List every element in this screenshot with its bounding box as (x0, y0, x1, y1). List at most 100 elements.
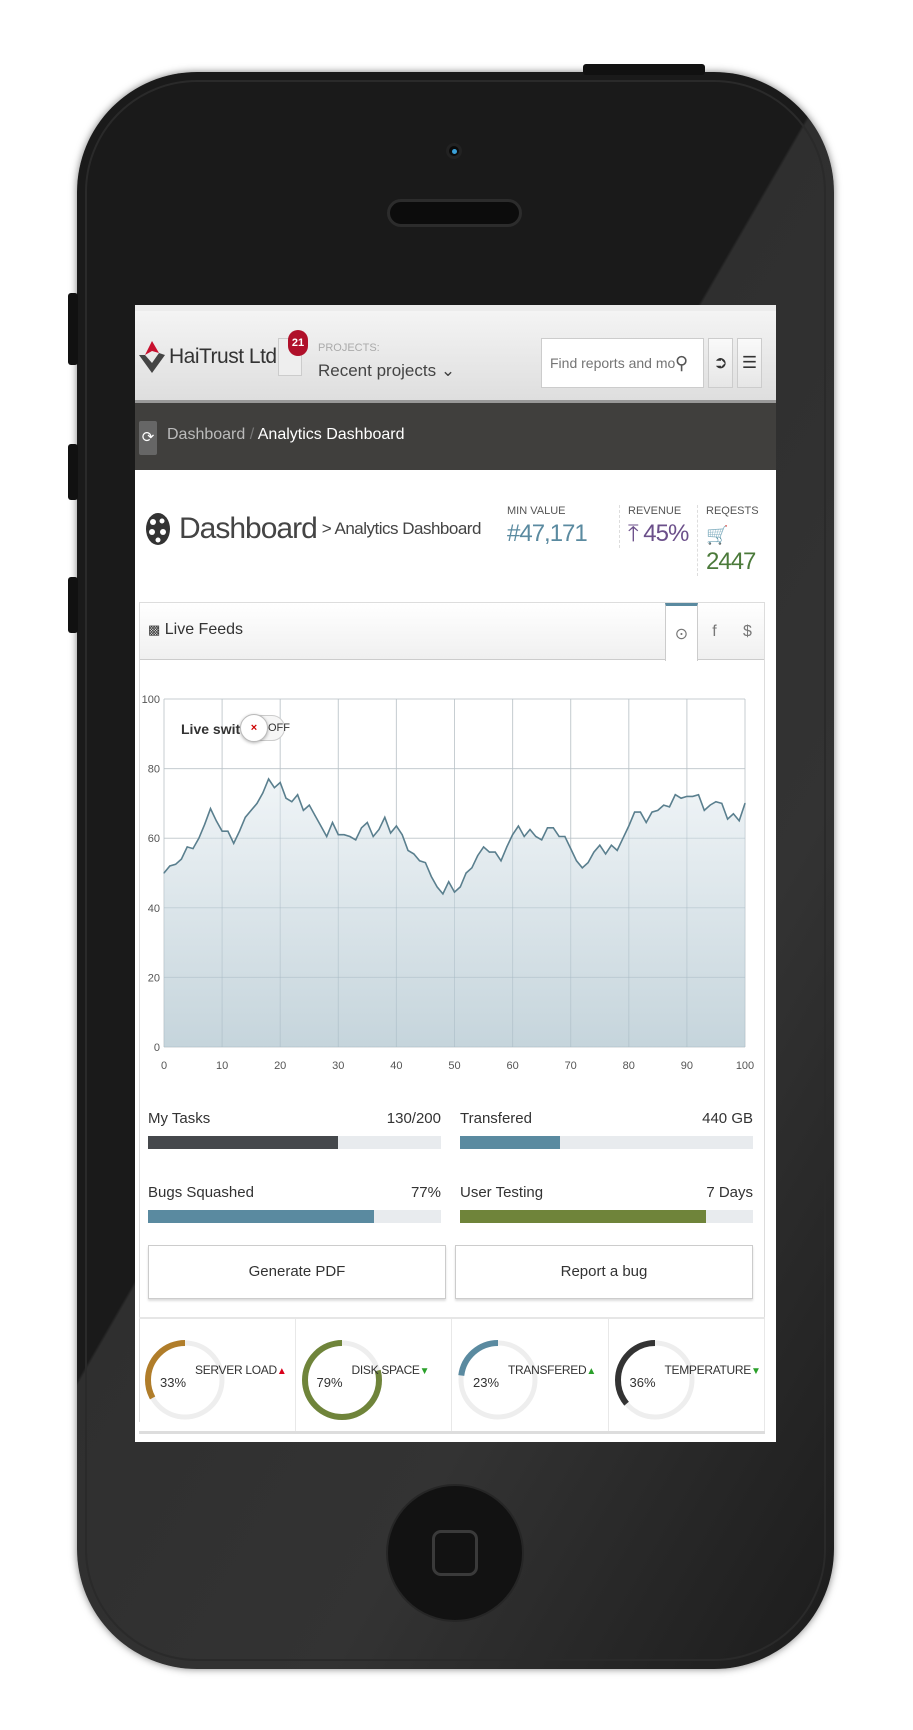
data-point (738, 820, 740, 822)
data-point (395, 825, 397, 827)
data-point (343, 834, 345, 836)
progress-value: 440 GB (702, 1110, 753, 1127)
data-point (639, 811, 642, 813)
data-point (634, 811, 636, 813)
y-tick-label: 20 (148, 972, 160, 984)
stat-label: REVENUE (628, 505, 682, 517)
gauge-arc (301, 1340, 382, 1420)
breadcrumb-separator: / (249, 426, 255, 443)
data-point (442, 893, 444, 895)
data-point (175, 863, 177, 865)
data-point (250, 809, 252, 811)
progress-value: 7 Days (706, 1184, 753, 1201)
menu-button[interactable]: ☰ (737, 338, 762, 388)
data-point (302, 809, 305, 811)
trend-down-icon: ▼ (419, 1366, 430, 1377)
data-point (163, 872, 165, 874)
progress-my-tasks: My Tasks 130/200 (148, 1110, 441, 1149)
data-point (256, 802, 258, 804)
progress-label: Bugs Squashed (148, 1184, 254, 1201)
breadcrumb-dashboard[interactable]: Dashboard (167, 426, 246, 443)
data-point (628, 825, 630, 827)
live-switch-label: Live switch (181, 721, 257, 737)
gauge-value: 36% (629, 1375, 656, 1390)
refresh-icon[interactable]: ⟳ (139, 421, 157, 455)
top-header: HaiTrust Ltd 21 PROJECTS: Recent project… (135, 305, 776, 400)
data-point (668, 806, 671, 808)
speaker (387, 199, 522, 227)
data-point (663, 804, 665, 806)
progress-value: 77% (410, 1184, 441, 1201)
home-button[interactable] (386, 1484, 524, 1622)
progress-fill (148, 1210, 374, 1223)
trend-down-icon: ▼ (750, 1366, 761, 1377)
close-icon: × (240, 714, 268, 742)
menu-icon: ☰ (741, 353, 758, 372)
tab-dollar[interactable]: $ (731, 603, 764, 660)
data-point (726, 818, 729, 820)
data-point (686, 795, 688, 798)
notification-badge[interactable]: 21 (288, 330, 308, 356)
data-point (297, 794, 299, 796)
report-bug-button[interactable]: Report a bug (455, 1245, 753, 1299)
data-point (575, 860, 578, 862)
data-point (419, 860, 421, 862)
data-point (238, 830, 241, 832)
data-point (407, 849, 409, 851)
data-point (320, 825, 322, 827)
x-tick-label: 0 (161, 1060, 167, 1072)
x-tick-label: 10 (216, 1060, 228, 1072)
data-point (599, 844, 601, 846)
data-point (384, 816, 386, 818)
stat-value: #47,171 (507, 520, 588, 547)
search-icon[interactable]: ⚲ (675, 352, 689, 373)
data-point (570, 848, 572, 850)
clock-icon: ⊙ (674, 626, 689, 643)
tab-facebook[interactable]: f (698, 603, 731, 660)
data-point (192, 848, 194, 850)
progress-user-testing: User Testing 7 Days (460, 1184, 753, 1223)
data-point (424, 861, 427, 864)
data-point (389, 832, 392, 834)
breadcrumb-bar: ⟳ Dashboard / Analytics Dashboard (135, 400, 776, 470)
progress-fill (148, 1136, 339, 1149)
stat-requests: REQESTS 🛒 2447 (697, 505, 776, 576)
tab-clock[interactable]: ⊙ (665, 603, 698, 661)
logo[interactable]: HaiTrust Ltd (139, 341, 277, 373)
page-title: Dashboard > Analytics Dashboard (145, 512, 481, 546)
data-point (622, 837, 624, 839)
breadcrumb: Dashboard / Analytics Dashboard (167, 426, 405, 444)
y-tick-label: 60 (148, 833, 160, 845)
x-tick-label: 90 (681, 1060, 693, 1072)
logo-icon (139, 341, 165, 373)
camera-icon (446, 143, 462, 159)
data-point (233, 842, 235, 845)
data-point (221, 830, 223, 832)
data-point (291, 801, 293, 803)
switch-state: OFF (268, 722, 290, 734)
data-point (709, 804, 711, 806)
data-point (674, 794, 676, 796)
volume-up-button (68, 444, 78, 500)
data-point (721, 802, 723, 804)
gauge-disk-space: 79% DISK SPACE▼ (296, 1319, 452, 1431)
projects-dropdown[interactable]: Recent projects ⌄ (318, 361, 456, 380)
logout-button[interactable]: ➲ (708, 338, 733, 388)
y-tick-label: 40 (148, 903, 160, 915)
data-point (430, 875, 432, 878)
data-point (506, 846, 508, 848)
panel-title-text: Live Feeds (164, 621, 244, 638)
data-point (262, 792, 264, 794)
live-switch-toggle[interactable]: × OFF (240, 714, 290, 742)
data-point (529, 828, 531, 831)
gauge-value: 23% (472, 1375, 500, 1390)
live-feeds-panel: ▩ Live Feeds ⊙ f $ (139, 602, 765, 1422)
progress-value: 130/200 (386, 1110, 441, 1127)
panel-title: ▩ Live Feeds (148, 621, 243, 639)
data-point (610, 844, 612, 846)
search-input[interactable] (550, 355, 675, 371)
generate-pdf-button[interactable]: Generate PDF (148, 1245, 446, 1299)
data-point (552, 827, 554, 829)
progress-track (460, 1210, 753, 1223)
data-point (314, 814, 316, 817)
